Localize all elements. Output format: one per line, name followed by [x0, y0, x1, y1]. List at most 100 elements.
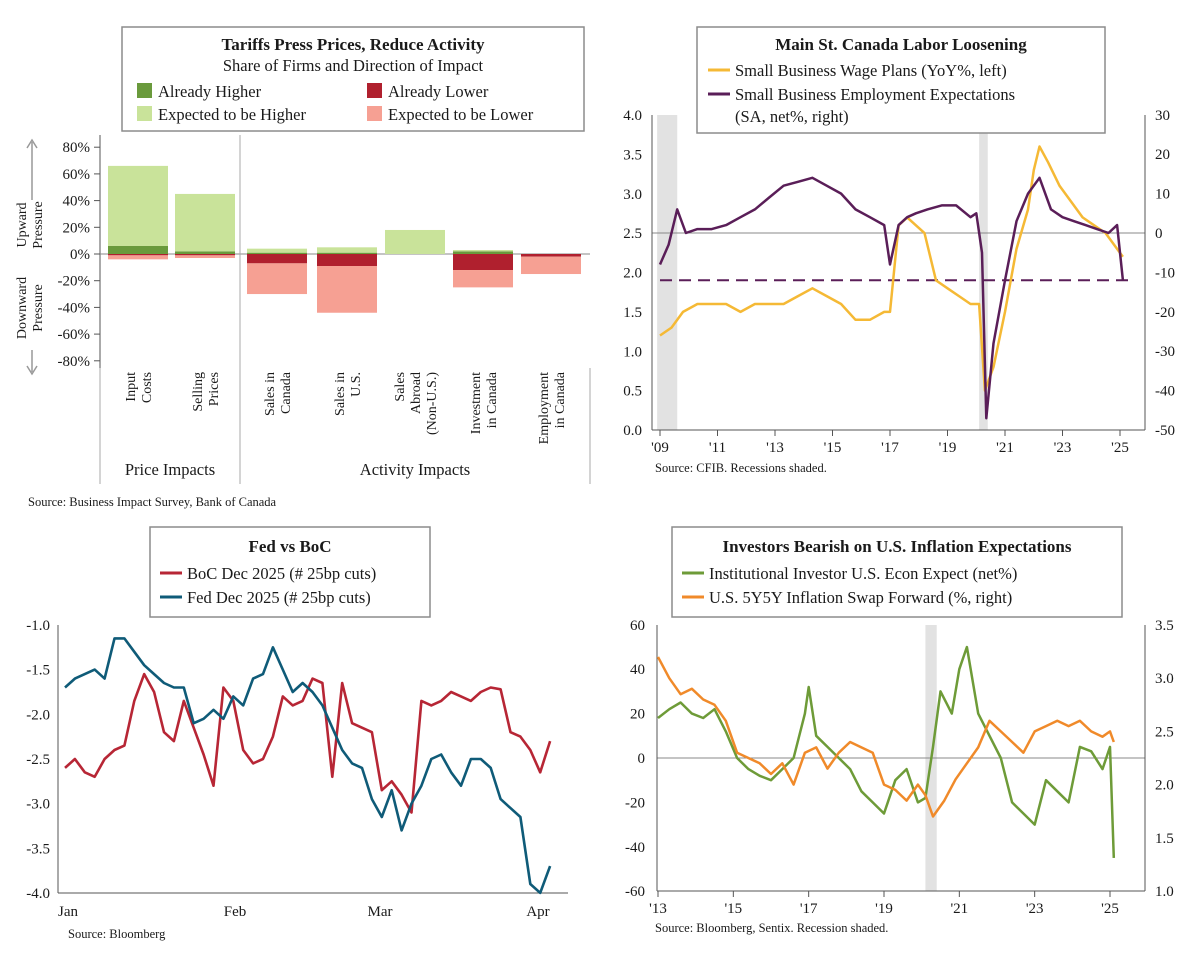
tariffs-bars	[108, 165, 581, 313]
cfib-recession-shading	[657, 115, 988, 430]
tariffs-y-ticks: 80% 60% 40% 20% 0% -20% -40% -60% -80%	[58, 140, 100, 370]
cfib-right-tick: 10	[1155, 187, 1170, 203]
cfib-right-tick: 20	[1155, 147, 1170, 163]
fed-series-line	[64, 637, 552, 895]
cfib-left-tick: 1.0	[623, 344, 642, 360]
inflation-title: Investors Bearish on U.S. Inflation Expe…	[722, 537, 1071, 556]
bar-already-lower	[175, 254, 235, 256]
bar-expected-lower	[453, 270, 513, 288]
tariffs-category-label: Costs	[140, 372, 155, 403]
boc-series-line	[64, 672, 552, 814]
cfib-left-tick: 3.0	[623, 187, 642, 203]
bar-already-higher	[317, 252, 377, 254]
down-arrow-icon	[26, 365, 38, 376]
cfib-left-tick: 4.0	[623, 108, 642, 124]
fedboc-y-tick: -1.5	[26, 663, 50, 679]
tariffs-category-label: Abroad	[409, 372, 424, 414]
legend-swap: U.S. 5Y5Y Inflation Swap Forward (%, rig…	[709, 588, 1012, 607]
cfib-right-tick: -50	[1155, 423, 1175, 439]
bar-expected-higher	[317, 247, 377, 253]
tariffs-category-label: Employment	[537, 372, 552, 444]
downward-label-line1: Downward	[15, 277, 30, 339]
bar-already-higher	[175, 251, 235, 254]
fedboc-x-tick: Jan	[58, 904, 78, 920]
cfib-right-tick: -40	[1155, 384, 1175, 400]
inflation-x-tick: '23	[1026, 901, 1044, 917]
tariffs-y-tick-label: -20%	[58, 274, 91, 290]
legend-already-higher: Already Higher	[158, 82, 262, 101]
tariffs-y-tick-label: -40%	[58, 300, 91, 316]
fedboc-legend: Fed vs BoC BoC Dec 2025 (# 25bp cuts) Fe…	[149, 526, 431, 618]
cfib-source: Source: CFIB. Recessions shaded.	[655, 461, 827, 475]
legend-fed: Fed Dec 2025 (# 25bp cuts)	[187, 588, 371, 607]
bar-already-lower	[453, 254, 513, 271]
tariffs-downward-pressure-label: Downward Pressure	[15, 277, 46, 376]
legend-employment: Small Business Employment Expectations	[735, 85, 1015, 104]
cfib-legend: Main St. Canada Labor Loosening Small Bu…	[696, 26, 1106, 134]
tariffs-y-tick-label: 40%	[63, 194, 91, 210]
cfib-left-tick: 0.0	[623, 423, 642, 439]
cfib-recession-band	[657, 115, 678, 430]
cfib-left-tick: 1.5	[623, 305, 642, 321]
cfib-wage-series-line	[659, 145, 1124, 392]
cfib-legend-box	[696, 26, 1106, 134]
cfib-employment-series-line	[658, 176, 1125, 420]
tariffs-category-label: in Canada	[553, 371, 568, 428]
fedboc-panel: -1.0 -1.5 -2.0 -2.5 -3.0 -3.5 -4.0 Jan Feb Mar Apr…	[26, 526, 568, 941]
legend-already-lower: Already Lower	[388, 82, 489, 101]
tariffs-y-tick-label: 0%	[70, 247, 90, 263]
inflation-left-tick: 40	[630, 662, 645, 678]
tariffs-y-tick-label: 20%	[63, 220, 91, 236]
inflation-right-tick: 1.0	[1155, 884, 1174, 900]
upward-label-line2: Pressure	[31, 201, 46, 248]
tariffs-category-label: Input	[124, 372, 139, 402]
tariffs-category-label: Sales in	[333, 372, 348, 416]
cfib-x-tick: '19	[939, 440, 957, 456]
downward-label-line2: Pressure	[31, 284, 46, 331]
bar-expected-lower	[108, 255, 168, 260]
inflation-legend-box	[671, 526, 1123, 618]
activity-impacts-label: Activity Impacts	[360, 460, 470, 479]
bar-expected-higher	[453, 249, 513, 252]
inflation-right-tick: 1.5	[1155, 831, 1174, 847]
fedboc-y-tick: -1.0	[26, 618, 50, 634]
cfib-right-tick: -20	[1155, 305, 1175, 321]
inflation-x-tick: '15	[724, 901, 742, 917]
bar-expected-lower	[521, 256, 581, 275]
tariffs-category-label: Investment	[469, 372, 484, 434]
legend-swatch-already-higher	[137, 83, 152, 98]
tariffs-category-label: Selling	[191, 372, 206, 412]
tariffs-category-label: Prices	[207, 372, 222, 406]
bar-already-lower	[521, 254, 581, 257]
tariffs-y-tick-label: 80%	[63, 140, 91, 156]
legend-expected-lower: Expected to be Lower	[388, 105, 534, 124]
inflation-panel: 60 40 20 0 -20 -40 -60 3.5 3.0 2.5 2.0 1.5 1.0 '13 '15…	[625, 526, 1174, 935]
cfib-left-tick: 3.5	[623, 147, 642, 163]
tariffs-upward-pressure-label: Upward Pressure	[15, 138, 46, 249]
tariffs-y-tick-label: 60%	[63, 167, 91, 183]
tariffs-category-labels: Input Costs Selling Prices Sales in Canada Sal…	[124, 371, 568, 444]
upward-label-line1: Upward	[15, 202, 30, 247]
cfib-right-tick: -30	[1155, 344, 1175, 360]
cfib-title: Main St. Canada Labor Loosening	[775, 35, 1027, 54]
inflation-ticks: 60 40 20 0 -20 -40 -60 3.5 3.0 2.5 2.0 1.5 1.0 '13 '15…	[625, 618, 1174, 917]
tariffs-category-label: Canada	[279, 371, 294, 414]
inflation-left-tick: -40	[625, 840, 645, 856]
cfib-x-tick: '23	[1054, 440, 1072, 456]
bar-expected-lower	[175, 255, 235, 259]
bar-already-lower	[317, 254, 377, 267]
legend-sentix: Institutional Investor U.S. Econ Expect …	[709, 564, 1017, 583]
inflation-x-tick: '19	[875, 901, 893, 917]
fedboc-ticks: -1.0 -1.5 -2.0 -2.5 -3.0 -3.5 -4.0 Jan Feb Mar Apr	[26, 618, 549, 920]
fedboc-title: Fed vs BoC	[248, 537, 331, 556]
legend-wage: Small Business Wage Plans (YoY%, left)	[735, 61, 1007, 80]
inflation-right-tick: 3.0	[1155, 671, 1174, 687]
tariffs-category-label: Sales	[393, 372, 408, 402]
bar-expected-higher	[175, 193, 235, 252]
fedboc-x-tick: Mar	[368, 904, 393, 920]
inflation-left-tick: 60	[630, 618, 645, 634]
fedboc-x-tick: Apr	[526, 904, 549, 920]
legend-swatch-expected-lower	[367, 106, 382, 121]
bar-expected-higher	[247, 248, 307, 253]
